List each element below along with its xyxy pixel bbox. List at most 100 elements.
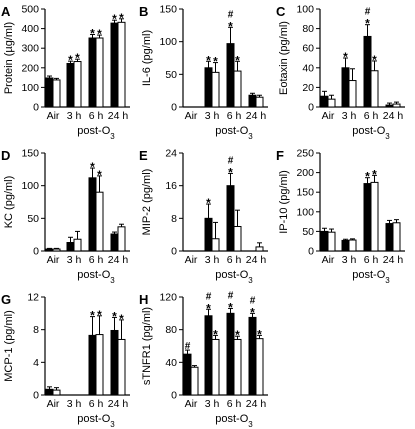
y-tick-label: 200 — [21, 62, 39, 74]
bar-filled — [204, 315, 213, 396]
post-o3-label: post-O3 — [77, 413, 115, 429]
y-tick-label: 12 — [27, 292, 39, 304]
x-tick-label: 6 h — [89, 254, 104, 266]
bar-open — [211, 338, 220, 396]
x-tick-label: 3 h — [205, 398, 220, 410]
post-o3-subscript: 3 — [110, 420, 115, 429]
significance-star: * — [75, 51, 80, 65]
significance-star: * — [119, 11, 124, 25]
x-tick-label: 6 h — [364, 110, 379, 122]
x-tick-label: Air — [47, 254, 60, 266]
y-tick-label: 0 — [308, 246, 314, 258]
bar-open — [52, 79, 61, 108]
y-tick-label: 120 — [159, 292, 177, 304]
x-tick-label: 3 h — [342, 254, 357, 266]
y-tick-label: 0 — [171, 246, 177, 258]
bar-filled — [341, 239, 350, 252]
significance-hash: # — [185, 341, 191, 352]
significance-star: * — [119, 312, 124, 326]
post-o3-text: post-O — [215, 413, 248, 425]
bar-filled — [363, 35, 372, 108]
bar-filled — [320, 95, 329, 108]
panel-letter: E — [139, 148, 148, 163]
y-tick-label: 100 — [296, 206, 314, 218]
bar-open — [190, 366, 199, 396]
bar-open — [233, 226, 242, 252]
post-o3-text: post-O — [215, 125, 248, 137]
significance-star: * — [365, 17, 370, 31]
x-tick-label: Air — [185, 110, 198, 122]
bar-open — [73, 61, 82, 108]
significance-star: * — [112, 309, 117, 323]
significance-star: * — [90, 309, 95, 323]
significance-star: * — [206, 53, 211, 67]
bar-open — [211, 71, 220, 108]
significance-star: * — [365, 170, 370, 184]
bar-filled — [363, 183, 372, 252]
y-tick-label: 16 — [165, 180, 177, 192]
panel-letter: F — [276, 148, 284, 163]
y-tick-label: 80 — [302, 23, 314, 35]
y-axis-label: MCP-1 (pg/ml) — [3, 310, 15, 382]
panel-letter: A — [1, 4, 11, 19]
y-tick-label: 400 — [21, 23, 39, 35]
bar-open — [117, 21, 126, 108]
y-tick-label: 150 — [21, 148, 39, 160]
x-tick-label: 3 h — [205, 254, 220, 266]
bar-open — [52, 248, 61, 252]
bar-open — [233, 70, 242, 108]
significance-star: * — [213, 55, 218, 69]
significance-star: * — [228, 19, 233, 33]
bar-filled — [385, 104, 394, 108]
significance-star: * — [206, 301, 211, 315]
bar-filled — [66, 62, 75, 108]
y-tick-label: 50 — [27, 213, 39, 225]
post-o3-label: post-O3 — [77, 125, 115, 141]
bar-filled — [66, 242, 75, 252]
post-o3-text: post-O — [77, 413, 110, 425]
y-tick-label: 100 — [21, 82, 39, 94]
bar-filled — [320, 230, 329, 252]
significance-star: * — [372, 167, 377, 181]
bar-open — [392, 103, 401, 108]
x-tick-label: Air — [47, 398, 60, 410]
bar-open — [211, 238, 220, 252]
y-tick-label: 0 — [33, 246, 39, 258]
panel-letter: G — [1, 292, 11, 307]
y-tick-label: 500 — [21, 4, 39, 16]
bar-filled — [45, 388, 54, 396]
y-tick-label: 100 — [21, 180, 39, 192]
bar-open — [255, 96, 264, 108]
post-o3-label: post-O3 — [215, 269, 253, 285]
y-tick-label: 8 — [33, 324, 39, 336]
bar-filled — [204, 217, 213, 252]
bar-filled — [341, 67, 350, 108]
bar-filled — [110, 22, 119, 108]
significance-star: * — [257, 327, 262, 341]
significance-hash: # — [365, 7, 371, 18]
post-o3-label: post-O3 — [77, 269, 115, 285]
y-tick-label: 0 — [33, 102, 39, 114]
post-o3-subscript: 3 — [110, 276, 115, 285]
y-tick-label: 4 — [33, 357, 39, 369]
y-tick-label: 0 — [33, 390, 39, 402]
x-tick-label: 24 h — [108, 254, 129, 266]
bar-filled — [226, 43, 235, 108]
y-tick-label: 250 — [296, 148, 314, 160]
bar-filled — [248, 316, 257, 396]
panel-letter: B — [139, 4, 148, 19]
x-tick-label: Air — [322, 110, 335, 122]
x-tick-label: 6 h — [364, 254, 379, 266]
y-axis-label: Protein (µg/ml) — [3, 22, 15, 94]
x-tick-label: 3 h — [205, 110, 220, 122]
x-tick-label: 24 h — [246, 254, 267, 266]
bar-open — [370, 70, 379, 108]
x-tick-label: 3 h — [67, 110, 82, 122]
x-tick-label: 24 h — [383, 254, 404, 266]
x-tick-label: 24 h — [108, 110, 129, 122]
x-tick-label: 24 h — [108, 398, 129, 410]
bar-filled — [385, 223, 394, 252]
post-o3-subscript: 3 — [248, 276, 253, 285]
